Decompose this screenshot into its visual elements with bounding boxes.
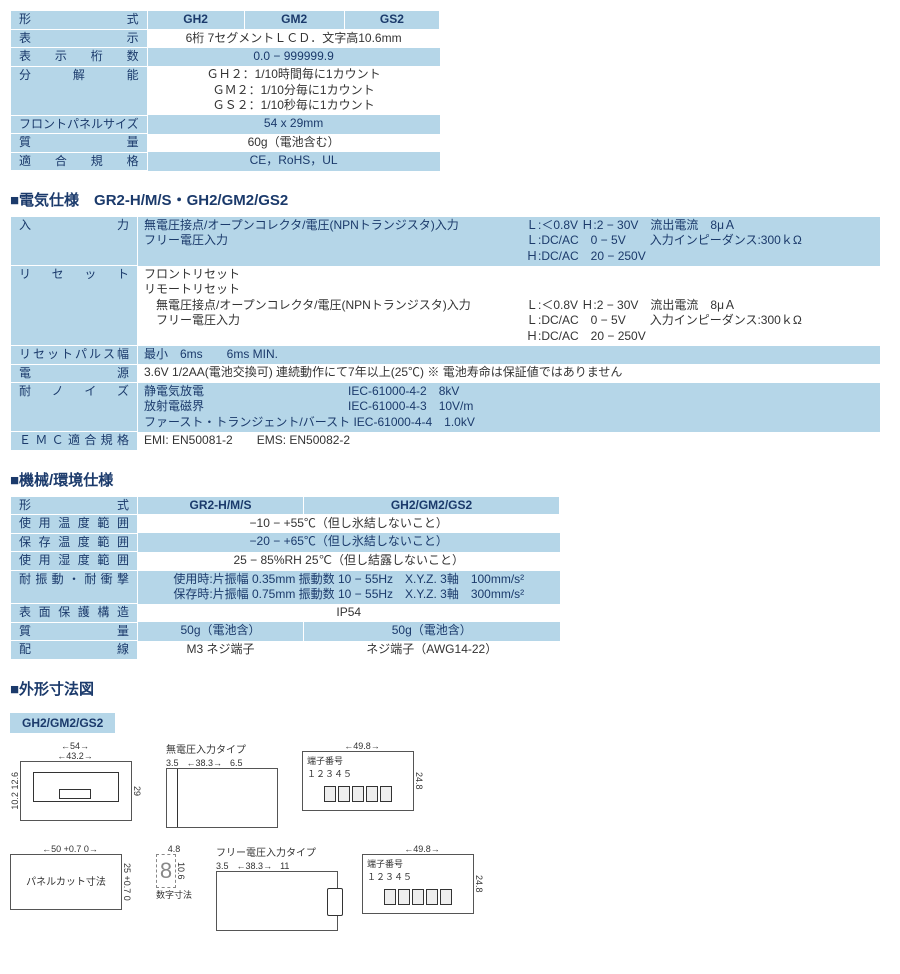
row-val: 6桁 7セグメントＬＣＤ．文字高10.6mm: [147, 29, 439, 48]
dim-h2: 10.2: [10, 792, 20, 810]
row-val: 使用時:片振幅 0.35mm 振動数 10 − 55Hz X.Y.Z. 3軸 1…: [138, 571, 560, 604]
row-label: 使用湿度範囲: [11, 552, 138, 571]
section-dim-title: ■外形寸法図: [10, 678, 890, 699]
row-label: 質 量: [11, 134, 148, 153]
back-term-label: 端子番号: [307, 756, 343, 766]
row-val: −10 − +55℃（但し氷結しないこと）: [138, 515, 560, 534]
dim-back-w: 49.8: [353, 741, 371, 751]
tm-header: GR2-H/M/S: [138, 496, 304, 515]
row-val: 50g（電池含）: [138, 622, 304, 641]
digit-label: 数字寸法: [156, 888, 192, 901]
row-label: 保存温度範囲: [11, 533, 138, 552]
tm-header: 形 式: [11, 496, 138, 515]
row-label: 耐 ノ イ ズ: [11, 383, 138, 432]
dim-side-nv: 無電圧入力タイプ 3.5 ←38.3→ 6.5: [166, 741, 278, 828]
row-val: EMI: EN50081-2 EMS: EN50082-2: [138, 432, 881, 451]
dim-front-w: 54: [70, 741, 80, 751]
row-label: フロントパネルサイズ: [11, 115, 148, 134]
dim-h1: 12.6: [10, 772, 20, 790]
nv-title: 無電圧入力タイプ: [166, 741, 278, 756]
row-val: 0.0 − 999999.9: [147, 48, 439, 67]
row-label: リセットパルス幅: [11, 346, 138, 365]
row-val: 最小 6ms 6ms MIN.: [138, 346, 881, 365]
row-val: フロントリセット リモートリセット 無電圧接点/オープンコレクタ/電圧(NPNト…: [138, 266, 521, 346]
row-label: リ セ ッ ト: [11, 266, 138, 346]
panel-h: 25 +0.7 0: [122, 863, 132, 901]
row-label: ＥＭＣ適合規格: [11, 432, 138, 451]
row-label: 適 合 規 格: [11, 152, 148, 171]
dim-model-label: GH2/GM2/GS2: [10, 713, 115, 733]
section-mech-title: ■機械/環境仕様: [10, 469, 890, 490]
row-label: 表 示: [11, 29, 148, 48]
dim-row-1: ←54→ ←43.2→ 10.2 12.6 29 無電圧入力タイプ 3.5 ←3…: [10, 741, 890, 828]
dim-digit: 4.8 8 10.6 数字寸法: [156, 844, 192, 901]
row-label: 配 線: [11, 641, 138, 660]
spec-table-mech: 形 式GR2-H/M/SGH2/GM2/GS2 使用温度範囲−10 − +55℃…: [10, 496, 560, 660]
row-val: 60g（電池含む）: [147, 134, 439, 153]
row-label: 耐振動・耐衝撃: [11, 571, 138, 604]
row-val: 静電気放電 IEC-61000-4-2 8kV 放射電磁界 IEC-61000-…: [138, 383, 881, 432]
row-val: 50g（電池含）: [304, 622, 560, 641]
t1-header: 形 式: [11, 11, 148, 30]
row-val: IP54: [138, 604, 560, 623]
row-val: M3 ネジ端子: [138, 641, 304, 660]
spec-table-1: 形 式GH2GM2GS2 表 示6桁 7セグメントＬＣＤ．文字高10.6mm表 …: [10, 10, 440, 171]
dim-row-2: ←50 +0.7 0→ パネルカット寸法 25 +0.7 0 4.8 8 10.…: [10, 844, 890, 931]
dim-front-view: ←54→ ←43.2→ 10.2 12.6 29: [10, 741, 142, 821]
spec-table-elec: 入 力無電圧接点/オープンコレクタ/電圧(NPNトランジスタ)入力 フリー電圧入…: [10, 216, 880, 450]
panel-text: パネルカット寸法: [11, 855, 121, 888]
row-label: 表面保護構造: [11, 604, 138, 623]
row-val: 無電圧接点/オープンコレクタ/電圧(NPNトランジスタ)入力 フリー電圧入力: [138, 217, 521, 266]
row-val: 54 x 29mm: [147, 115, 439, 134]
row-val: −20 − +65℃（但し氷結しないこと）: [138, 533, 560, 552]
row-label: 表 示 桁 数: [11, 48, 148, 67]
row-label: 電 源: [11, 364, 138, 383]
dim-panel-cut: ←50 +0.7 0→ パネルカット寸法 25 +0.7 0: [10, 844, 132, 910]
panel-w: 50 +0.7 0: [51, 844, 89, 854]
row-val: ＧＨ２：1/10時間毎に1カウント ＧＭ２：1/10分毎に1カウント ＧＳ２：1…: [147, 66, 439, 115]
t1-header: GS2: [344, 11, 439, 30]
dim-front-inner-w: 43.2: [66, 751, 84, 761]
dim-front-h: 29: [132, 786, 142, 796]
row-label: 入 力: [11, 217, 138, 266]
tm-header: GH2/GM2/GS2: [304, 496, 560, 515]
row-label: 質 量: [11, 622, 138, 641]
row-val: Ｌ:＜0.8V Ｈ:2 − 30V 流出電流 8μＡ Ｌ:DC/AC 0 − 5…: [520, 217, 880, 266]
row-val: 25 − 85%RH 25℃（但し結露しないこと）: [138, 552, 560, 571]
t1-header: GM2: [244, 11, 344, 30]
section-elec-title: ■電気仕様 GR2-H/M/S・GH2/GM2/GS2: [10, 189, 890, 210]
row-val: ネジ端子（AWG14-22）: [304, 641, 560, 660]
dim-side-fv: フリー電圧入力タイプ 3.5 ←38.3→ 11: [216, 844, 338, 931]
row-label: 分 解 能: [11, 66, 148, 115]
t1-header: GH2: [147, 11, 244, 30]
row-label: 使用温度範囲: [11, 515, 138, 534]
back-term-nums: １２３４５: [307, 769, 352, 779]
row-val: 3.6V 1/2AA(電池交換可) 連続動作にて7年以上(25℃) ※ 電池寿命…: [138, 364, 881, 383]
dim-back-view: ←49.8→ 端子番号 １２３４５ 24.8: [302, 741, 424, 811]
fv-title: フリー電圧入力タイプ: [216, 844, 338, 859]
dim-back-h: 24.8: [414, 772, 424, 790]
row-val: CE，RoHS，UL: [147, 152, 439, 171]
row-val: Ｌ:＜0.8V Ｈ:2 − 30V 流出電流 8μＡ Ｌ:DC/AC 0 − 5…: [520, 266, 880, 346]
dim-back-fv: ←49.8→ 端子番号 １２３４５ 24.8: [362, 844, 484, 914]
